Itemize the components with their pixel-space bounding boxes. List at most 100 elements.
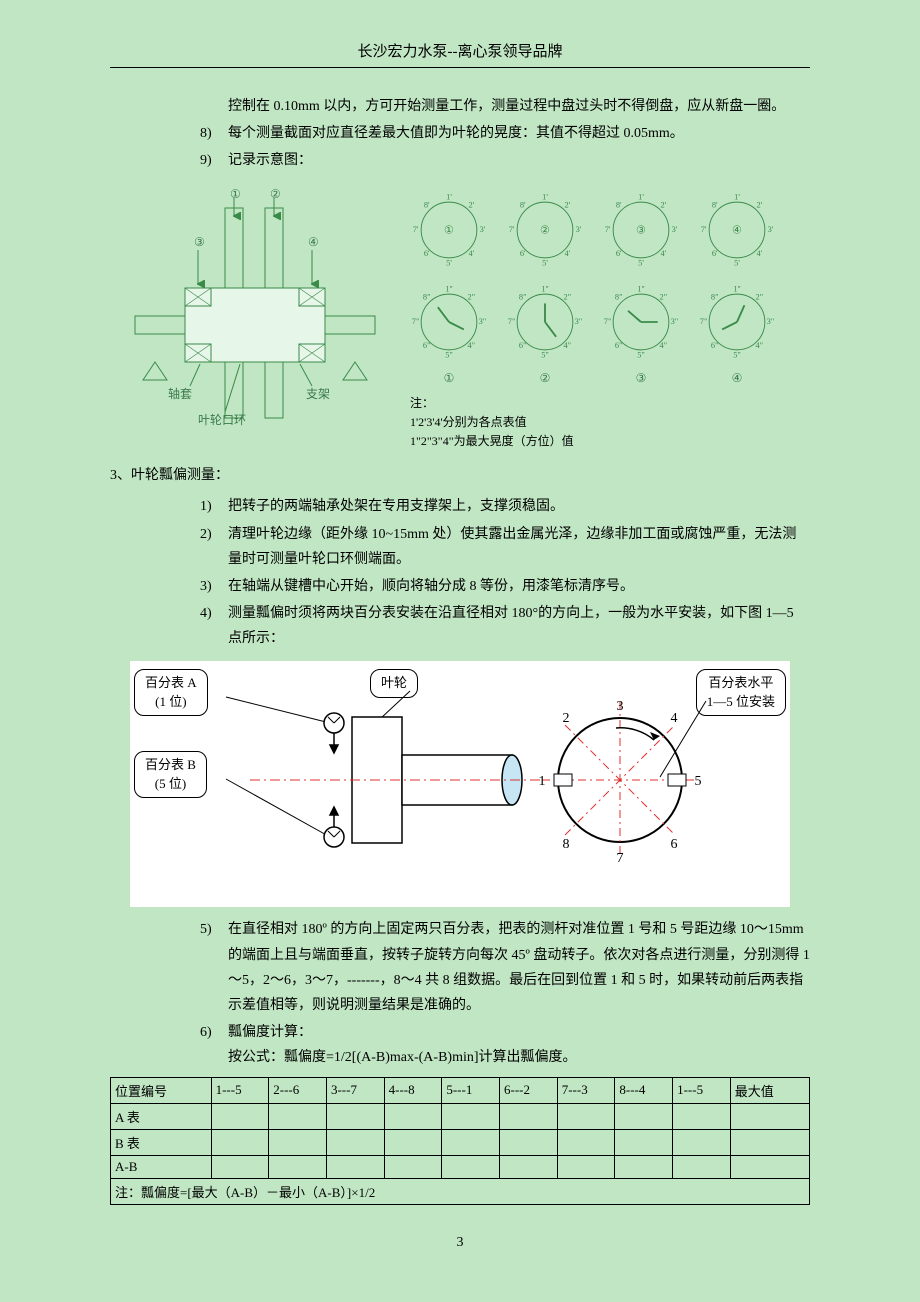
table-footnote-row: 注：瓢偏度=[最大（A-B）－最小（A-B）]×1/2 bbox=[111, 1178, 810, 1204]
svg-text:7": 7" bbox=[508, 316, 516, 325]
list-text: 记录示意图： bbox=[228, 148, 810, 173]
list-item: 6)瓢偏度计算： 按公式：瓢偏度=1/2[(A-B)max-(A-B)min]计… bbox=[200, 1020, 810, 1070]
table-row: A 表 bbox=[111, 1103, 810, 1129]
dial-bottom-1: 1"2"3"4" 5"6"7"8" bbox=[410, 280, 488, 364]
svg-text:7: 7 bbox=[617, 851, 624, 866]
svg-text:2": 2" bbox=[467, 292, 475, 301]
svg-text:7': 7' bbox=[605, 224, 611, 233]
svg-text:3': 3' bbox=[480, 224, 486, 233]
table-header-row: 位置编号 1---5 2---6 3---7 4---8 5---1 6---2… bbox=[111, 1077, 810, 1103]
dial-top-1: 1'2'3'4' 5'6'7'8' ① bbox=[410, 188, 488, 272]
svg-text:5': 5' bbox=[542, 258, 548, 267]
svg-text:5': 5' bbox=[446, 258, 452, 267]
svg-text:2': 2' bbox=[468, 200, 474, 209]
th: 位置编号 bbox=[111, 1077, 212, 1103]
th: 5---1 bbox=[442, 1077, 500, 1103]
svg-text:6': 6' bbox=[424, 249, 430, 258]
section3-title: 3、叶轮瓢偏测量： bbox=[110, 463, 810, 488]
svg-text:3": 3" bbox=[671, 316, 679, 325]
svg-text:3': 3' bbox=[672, 224, 678, 233]
svg-text:1': 1' bbox=[734, 192, 740, 201]
label-1: ① bbox=[230, 188, 241, 201]
note-1: 1'2'3'4'分别为各点表值 bbox=[410, 415, 527, 429]
svg-text:7": 7" bbox=[700, 316, 708, 325]
svg-text:6": 6" bbox=[519, 341, 527, 350]
svg-text:7": 7" bbox=[604, 316, 612, 325]
svg-text:2': 2' bbox=[564, 200, 570, 209]
svg-text:2': 2' bbox=[756, 200, 762, 209]
svg-text:2": 2" bbox=[755, 292, 763, 301]
svg-text:4': 4' bbox=[756, 249, 762, 258]
svg-text:3": 3" bbox=[575, 316, 583, 325]
svg-text:8': 8' bbox=[712, 200, 718, 209]
svg-text:8': 8' bbox=[520, 200, 526, 209]
th: 4---8 bbox=[384, 1077, 442, 1103]
svg-text:8: 8 bbox=[563, 837, 570, 852]
th: 3---7 bbox=[326, 1077, 384, 1103]
list-item: 8) 每个测量截面对应直径差最大值即为叶轮的晃度：其值不得超过 0.05mm。 bbox=[200, 121, 810, 146]
dial-bottom-3: 1"2"3"4" 5"6"7"8" bbox=[602, 280, 680, 364]
page-header: 长沙宏力水泵--离心泵领导品牌 bbox=[110, 40, 810, 68]
svg-text:4: 4 bbox=[671, 711, 678, 726]
list-item: 控制在 0.10mm 以内，方可开始测量工作，测量过程中盘过头时不得倒盘，应从新… bbox=[200, 94, 810, 119]
svg-text:①: ① bbox=[444, 224, 454, 236]
dial-top-2: 1'2'3'4' 5'6'7'8' ② bbox=[506, 188, 584, 272]
svg-text:7': 7' bbox=[509, 224, 515, 233]
svg-text:7": 7" bbox=[412, 316, 420, 325]
svg-text:8": 8" bbox=[711, 292, 719, 301]
svg-text:6": 6" bbox=[711, 341, 719, 350]
dials-row-top: 1' 2' 3' 4' 5' 6' 7' 8' ① 1' 2' 3' 4' 5' 6' 7' 8' ② bbox=[410, 188, 810, 272]
list-item: 5)在直径相对 180º 的方向上固定两只百分表，把表的测杆对准位置 1 号和 … bbox=[200, 917, 810, 1018]
th: 1---5 bbox=[673, 1077, 731, 1103]
th: 8---4 bbox=[615, 1077, 673, 1103]
figure2-svg: 1 2 3 4 5 6 7 8 bbox=[130, 667, 810, 887]
table-row: B 表 bbox=[111, 1129, 810, 1155]
svg-text:8": 8" bbox=[519, 292, 527, 301]
th: 2---6 bbox=[269, 1077, 327, 1103]
svg-text:6': 6' bbox=[712, 249, 718, 258]
svg-text:6': 6' bbox=[520, 249, 526, 258]
label-4: ④ bbox=[308, 235, 319, 249]
svg-text:5': 5' bbox=[734, 258, 740, 267]
list-item: 9) 记录示意图： bbox=[200, 148, 810, 173]
th: 最大值 bbox=[730, 1077, 809, 1103]
note-2: 1"2"3"4"为最大晃度（方位）值 bbox=[410, 434, 574, 448]
svg-text:1': 1' bbox=[446, 192, 452, 201]
list-item: 4)测量瓢偏时须将两块百分表安装在沿直径相对 180°的方向上，一般为水平安装，… bbox=[200, 601, 810, 651]
svg-text:③: ③ bbox=[636, 224, 646, 236]
th: 6---2 bbox=[500, 1077, 558, 1103]
svg-text:1": 1" bbox=[733, 284, 741, 293]
dials-column: 1' 2' 3' 4' 5' 6' 7' 8' ① 1' 2' 3' 4' 5' 6' 7' 8' ② bbox=[410, 188, 810, 452]
svg-text:8": 8" bbox=[423, 292, 431, 301]
svg-text:1: 1 bbox=[539, 774, 546, 789]
section3-list: 1)把转子的两端轴承处架在专用支撑架上，支撑须稳固。 2)清理叶轮边缘（距外缘 … bbox=[200, 494, 810, 651]
svg-text:6": 6" bbox=[615, 341, 623, 350]
label-3: ③ bbox=[194, 235, 205, 249]
list-item: 3)在轴端从键槽中心开始，顺向将轴分成 8 等份，用漆笔标清序号。 bbox=[200, 574, 810, 599]
note-title: 注： bbox=[410, 396, 434, 410]
section3-list-b: 5)在直径相对 180º 的方向上固定两只百分表，把表的测杆对准位置 1 号和 … bbox=[200, 917, 810, 1070]
svg-text:④: ④ bbox=[732, 224, 742, 236]
svg-text:5": 5" bbox=[733, 350, 741, 359]
dial-top-3: 1'2'3'4' 5'6'7'8' ③ bbox=[602, 188, 680, 272]
svg-text:②: ② bbox=[540, 224, 550, 236]
svg-text:2: 2 bbox=[563, 711, 570, 726]
label-ring: 叶轮口环 bbox=[198, 413, 246, 427]
svg-text:4': 4' bbox=[660, 249, 666, 258]
document-page: 长沙宏力水泵--离心泵领导品牌 控制在 0.10mm 以内，方可开始测量工作，测… bbox=[0, 0, 920, 1281]
svg-text:3": 3" bbox=[767, 316, 775, 325]
dial-label: ② bbox=[506, 371, 584, 386]
svg-text:4": 4" bbox=[467, 341, 475, 350]
svg-text:5": 5" bbox=[541, 350, 549, 359]
dial-bottom-4: 1"2"3"4" 5"6"7"8" bbox=[698, 280, 776, 364]
dial-label: ③ bbox=[602, 371, 680, 386]
measurement-table: 位置编号 1---5 2---6 3---7 4---8 5---1 6---2… bbox=[110, 1077, 810, 1205]
svg-text:3": 3" bbox=[479, 316, 487, 325]
svg-text:8': 8' bbox=[424, 200, 430, 209]
svg-text:6': 6' bbox=[616, 249, 622, 258]
list-number: 9) bbox=[200, 148, 228, 173]
dials-row-bottom: 1"2"3"4" 5"6"7"8" ① 1"2"3"4 bbox=[410, 280, 810, 386]
svg-text:7': 7' bbox=[413, 224, 419, 233]
label-frame: 支架 bbox=[306, 387, 330, 401]
svg-text:3: 3 bbox=[617, 699, 624, 714]
